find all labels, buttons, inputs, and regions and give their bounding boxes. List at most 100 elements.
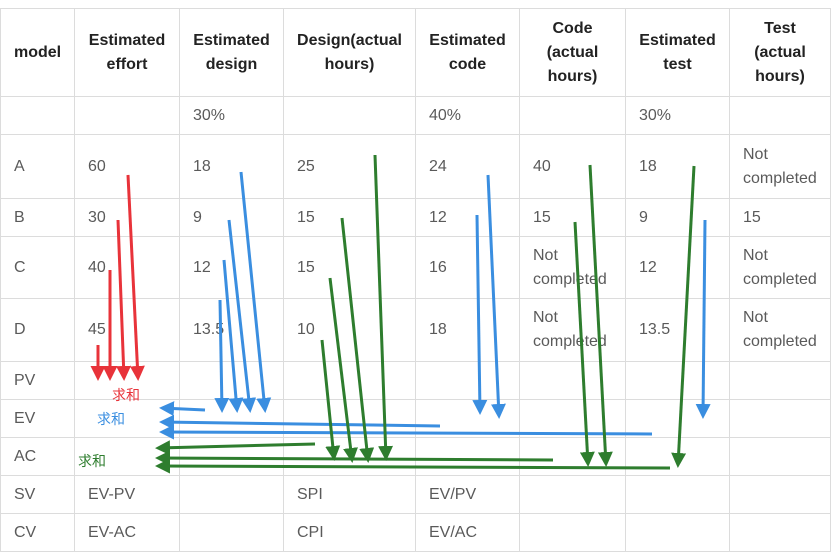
row-label-cell: SV: [0, 475, 75, 514]
table-row: PV: [0, 361, 831, 400]
table-cell: [283, 399, 416, 438]
table-row: SV EV-PV SPI EV/PV: [0, 475, 831, 514]
row-label-cell: PV: [0, 361, 75, 400]
table-cell: 13.5: [625, 298, 730, 362]
table-cell: [729, 361, 831, 400]
table-cell: 12: [415, 198, 520, 237]
table-cell: [519, 475, 626, 514]
header-row: model Estimated effort Estimated design …: [0, 8, 831, 97]
table-cell: [283, 96, 416, 135]
table-cell: 15: [283, 236, 416, 299]
ev-table: model Estimated effort Estimated design …: [0, 8, 831, 552]
table-cell: [729, 513, 831, 552]
table-cell: [283, 437, 416, 476]
header-model: model: [0, 8, 75, 97]
table-cell: 40%: [415, 96, 520, 135]
table-cell: [625, 361, 730, 400]
row-label-cell: EV: [0, 399, 75, 438]
table-cell: EV/AC: [415, 513, 520, 552]
header-test-actual: Test (actual hours): [729, 8, 831, 97]
row-label-cell: B: [0, 198, 75, 237]
header-estimated-effort: Estimated effort: [74, 8, 180, 97]
table-row: EV: [0, 399, 831, 438]
table-cell: 30: [74, 198, 180, 237]
table-row: 30% 40% 30%: [0, 96, 831, 135]
table-cell: 18: [415, 298, 520, 362]
table-row: A 60 18 25 24 40 18 Not completed: [0, 134, 831, 199]
table-cell: 25: [283, 134, 416, 199]
table-cell: Not completed: [519, 298, 626, 362]
table-cell: [729, 437, 831, 476]
table-cell: 18: [625, 134, 730, 199]
table-cell: [729, 96, 831, 135]
table-cell: [519, 513, 626, 552]
table-cell: 40: [74, 236, 180, 299]
table-cell: [729, 399, 831, 438]
table-cell: 10: [283, 298, 416, 362]
table-cell: 45: [74, 298, 180, 362]
row-label-cell: AC: [0, 437, 75, 476]
table-cell: [179, 475, 284, 514]
row-label-cell: [0, 96, 75, 135]
table-cell: 24: [415, 134, 520, 199]
table-cell: 9: [625, 198, 730, 237]
table-cell: [519, 399, 626, 438]
table-cell: [625, 513, 730, 552]
header-code-actual: Code (actual hours): [519, 8, 626, 97]
table-cell: EV-PV: [74, 475, 180, 514]
table-cell: [283, 361, 416, 400]
header-estimated-code: Estimated code: [415, 8, 520, 97]
table-cell: 15: [729, 198, 831, 237]
table-cell: [179, 361, 284, 400]
row-label-cell: D: [0, 298, 75, 362]
table-row: AC: [0, 437, 831, 476]
table-cell: 12: [625, 236, 730, 299]
table-cell: Not completed: [519, 236, 626, 299]
table-cell: 60: [74, 134, 180, 199]
table-cell: 12: [179, 236, 284, 299]
table-cell: [625, 475, 730, 514]
table-row: D 45 13.5 10 18 Not completed 13.5 Not complete…: [0, 298, 831, 362]
row-label-cell: CV: [0, 513, 75, 552]
table-row: CV EV-AC CPI EV/AC: [0, 513, 831, 552]
table-cell: EV/PV: [415, 475, 520, 514]
table-cell: [179, 513, 284, 552]
table-cell: 40: [519, 134, 626, 199]
table-cell: [729, 475, 831, 514]
table-cell: EV-AC: [74, 513, 180, 552]
table-cell: [519, 96, 626, 135]
table-cell: [519, 437, 626, 476]
table-cell: [415, 399, 520, 438]
row-label-cell: C: [0, 236, 75, 299]
table-cell: Not completed: [729, 236, 831, 299]
header-estimated-test: Estimated test: [625, 8, 730, 97]
header-design-actual: Design(actual hours): [283, 8, 416, 97]
table-cell: [74, 96, 180, 135]
table-cell: 16: [415, 236, 520, 299]
table-cell: Not completed: [729, 298, 831, 362]
table-cell: 13.5: [179, 298, 284, 362]
table-row: B 30 9 15 12 15 9 15: [0, 198, 831, 237]
table-cell: [415, 361, 520, 400]
table-cell: SPI: [283, 475, 416, 514]
table-cell: [625, 437, 730, 476]
table-row: C 40 12 15 16 Not completed 12 Not completed: [0, 236, 831, 299]
table-cell: 30%: [625, 96, 730, 135]
table-cell: CPI: [283, 513, 416, 552]
table-cell: [179, 437, 284, 476]
table-cell: [179, 399, 284, 438]
table-cell: 18: [179, 134, 284, 199]
table-cell: 15: [519, 198, 626, 237]
table-cell: [74, 399, 180, 438]
table-cell: 30%: [179, 96, 284, 135]
table-cell: 9: [179, 198, 284, 237]
table-cell: [74, 361, 180, 400]
header-estimated-design: Estimated design: [179, 8, 284, 97]
table-cell: Not completed: [729, 134, 831, 199]
table-cell: [625, 399, 730, 438]
table-cell: [519, 361, 626, 400]
table-cell: [74, 437, 180, 476]
table-cell: 15: [283, 198, 416, 237]
table-cell: [415, 437, 520, 476]
row-label-cell: A: [0, 134, 75, 199]
